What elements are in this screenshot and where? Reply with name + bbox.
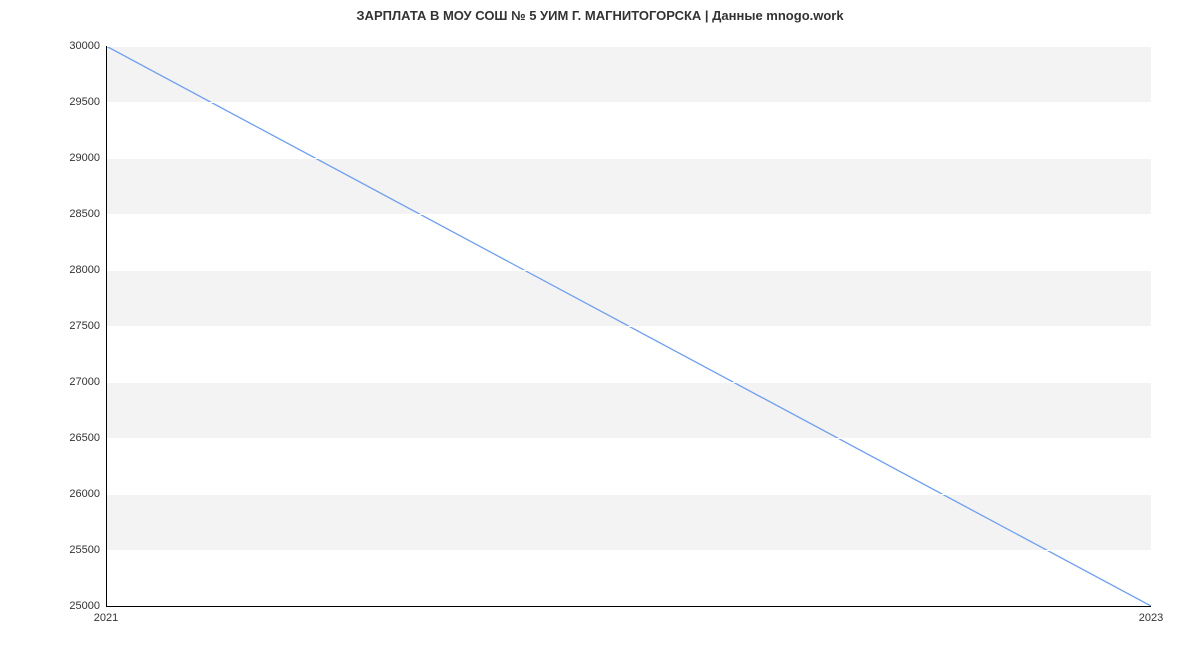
y-tick-label: 27000 <box>69 376 100 388</box>
x-tick-label: 2023 <box>1139 612 1163 624</box>
gridline <box>106 102 1151 103</box>
gridline <box>106 158 1151 159</box>
y-tick-label: 25500 <box>69 544 100 556</box>
gridline <box>106 270 1151 271</box>
y-tick-label: 25000 <box>69 600 100 612</box>
y-tick-label: 27500 <box>69 320 100 332</box>
gridline <box>106 382 1151 383</box>
y-tick-label: 26000 <box>69 488 100 500</box>
y-tick-label: 29000 <box>69 152 100 164</box>
y-axis <box>106 46 107 606</box>
y-tick-label: 28000 <box>69 264 100 276</box>
gridline <box>106 494 1151 495</box>
y-tick-label: 29500 <box>69 96 100 108</box>
chart-container: ЗАРПЛАТА В МОУ СОШ № 5 УИМ Г. МАГНИТОГОР… <box>0 0 1200 650</box>
plot-area: 2500025500260002650027000275002800028500… <box>106 46 1151 606</box>
x-axis <box>106 606 1151 607</box>
y-tick-label: 30000 <box>69 40 100 52</box>
y-tick-label: 28500 <box>69 208 100 220</box>
chart-title: ЗАРПЛАТА В МОУ СОШ № 5 УИМ Г. МАГНИТОГОР… <box>0 8 1200 23</box>
gridline <box>106 214 1151 215</box>
y-tick-label: 26500 <box>69 432 100 444</box>
gridline <box>106 438 1151 439</box>
x-tick-label: 2021 <box>94 612 118 624</box>
gridline <box>106 550 1151 551</box>
gridline <box>106 46 1151 47</box>
gridline <box>106 326 1151 327</box>
